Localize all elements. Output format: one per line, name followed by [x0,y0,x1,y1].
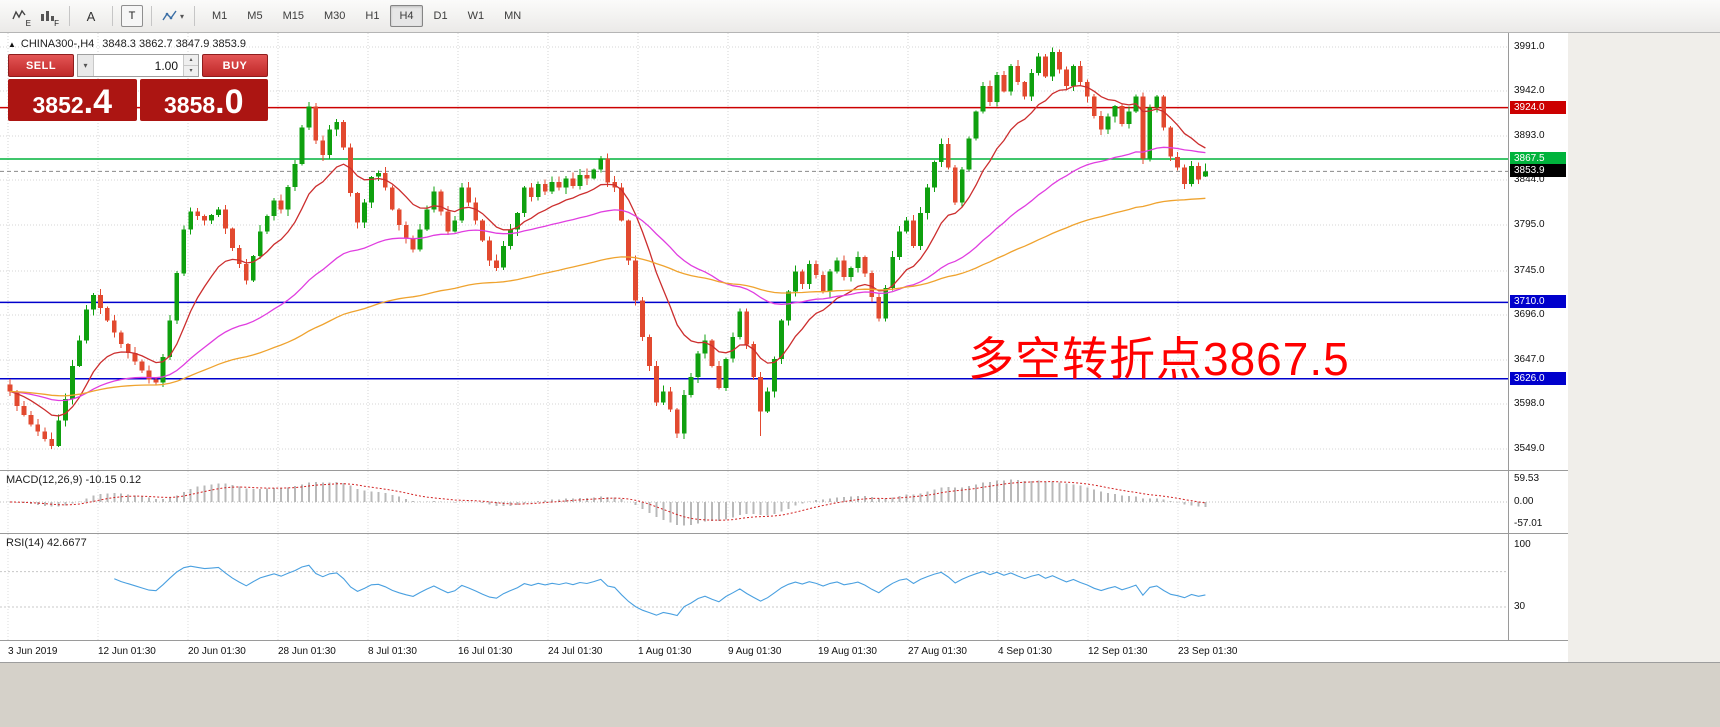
sell-price-frac: .4 [83,83,113,122]
ohlc-values: 3848.3 3862.7 3847.9 3853.9 [102,38,247,50]
y-axis-label: 3647.0 [1514,353,1545,365]
panel-separator[interactable] [0,470,1568,471]
one-click-trading-widget: SELL ▾ 1.00 ▴ ▾ BUY 3852.4 3858.0 [8,54,268,121]
macd-axis[interactable]: 59.53 0.00 -57.01 [1508,471,1568,533]
timeframe-m30[interactable]: M30 [323,10,346,22]
timeframe-button-group: M1 M5 M15 M30 H1 H4 D1 W1 MN [202,5,531,27]
main-chart-canvas[interactable] [0,33,1508,470]
rsi-label: RSI(14) 42.6677 [6,537,87,549]
rsi-axis-label: 100 [1514,539,1531,550]
macd-panel: MACD(12,26,9) -10.15 0.12 [0,471,1508,533]
price-tag-3924.0[interactable]: 3924.0 [1510,100,1566,114]
sell-price-display[interactable]: 3852.4 [8,79,137,121]
timeframe-d1[interactable]: D1 [433,10,448,22]
x-axis-label: 19 Aug 01:30 [818,646,877,657]
label-tool-letter: T [128,10,136,22]
toolbar-separator [194,6,195,26]
polyline-tool-icon[interactable]: ▾ [160,3,186,29]
macd-label: MACD(12,26,9) -10.15 0.12 [6,474,142,486]
y-axis-label: 3844.0 [1514,174,1545,186]
panel-separator[interactable] [0,533,1568,534]
x-axis-label: 20 Jun 01:30 [188,646,246,657]
y-axis-label: 3745.0 [1514,264,1545,276]
rsi-panel: RSI(14) 42.6677 [0,534,1508,640]
timeframe-h1[interactable]: H1 [365,10,380,22]
timeframe-mn[interactable]: MN [504,10,522,22]
rsi-canvas[interactable] [0,534,1508,640]
volume-dropdown-icon[interactable]: ▾ [78,55,94,76]
window-right-filler [1568,33,1720,662]
x-axis-label: 24 Jul 01:30 [548,646,603,657]
collapse-icon[interactable]: ▲ [8,40,16,49]
timeframe-w1[interactable]: W1 [467,10,485,22]
text-tool-letter: A [86,8,96,24]
x-axis-label: 12 Jun 01:30 [98,646,156,657]
price-tag-3853.9[interactable]: 3853.9 [1510,164,1566,178]
macd-axis-label: 0.00 [1514,496,1534,507]
y-axis-label: 3991.0 [1514,40,1545,52]
price-tag-3867.5[interactable]: 3867.5 [1510,152,1566,166]
macd-axis-label: 59.53 [1514,473,1540,485]
rsi-axis[interactable]: 100 30 [1508,534,1568,640]
text-tool-icon[interactable]: A [78,3,104,29]
rsi-axis-label: 30 [1514,601,1526,613]
time-axis[interactable]: 3 Jun 2019 12 Jun 01:30 20 Jun 01:30 28 Jun… [0,640,1568,662]
buy-price-frac: .0 [215,83,244,122]
price-axis[interactable]: 3991.0 3942.0 3893.0 3844.0 3795.0 3745.0 3696… [1508,33,1568,470]
volume-spinner[interactable]: ▴ ▾ [183,55,198,76]
x-axis-label: 12 Sep 01:30 [1088,646,1148,657]
chevron-down-icon: ▾ [179,11,184,21]
y-axis-label: 3549.0 [1514,442,1545,454]
buy-price-display[interactable]: 3858.0 [139,79,268,122]
x-axis-label: 3 Jun 2019 [8,646,58,657]
expert-advisor-icon[interactable]: E [7,3,33,29]
x-axis-label: 23 Sep 01:30 [1178,646,1238,657]
toolbar-separator [112,6,113,26]
macd-axis-label: -57.01 [1514,518,1543,529]
chart-header: ▲ CHINA300-,H4 3848.3 3862.7 3847.9 3853.9 [8,38,246,50]
volume-value[interactable]: 1.00 [154,58,178,73]
sell-price-int: 3852 [32,92,84,118]
label-tool-icon[interactable]: T [121,5,143,27]
volume-down-icon[interactable]: ▾ [184,65,198,76]
y-axis-label: 3598.0 [1514,398,1545,410]
x-axis-label: 9 Aug 01:30 [728,646,782,657]
price-tag-3710.0[interactable]: 3710.0 [1510,295,1566,309]
x-axis-label: 27 Aug 01:30 [908,646,967,657]
timeframe-m5[interactable]: M5 [247,10,263,22]
symbol-period: CHINA300-,H4 [20,38,95,50]
f-letter: F [54,19,59,28]
y-axis-label: 3795.0 [1514,219,1545,230]
timeframe-m1[interactable]: M1 [212,10,228,22]
main-chart-panel: ▲ CHINA300-,H4 3848.3 3862.7 3847.9 3853.9… [0,33,1508,470]
macd-canvas[interactable] [0,471,1508,533]
buy-price-int: 3858 [163,92,216,118]
volume-up-icon[interactable]: ▴ [184,55,198,65]
x-axis-label: 16 Jul 01:30 [458,646,513,657]
price-tag-3626.0[interactable]: 3626.0 [1510,371,1566,385]
timeframe-h4[interactable]: H4 [390,5,423,27]
chart-annotation-text: 多空转折点3867.5 [968,333,1350,385]
sell-button[interactable]: SELL [8,54,74,77]
buy-button[interactable]: BUY [202,54,268,77]
window-footer [0,662,1720,727]
y-axis-label: 3942.0 [1514,85,1545,97]
y-axis-label: 3696.0 [1514,309,1545,321]
y-axis-label: 3893.0 [1514,129,1545,141]
x-axis-label: 8 Jul 01:30 [368,646,417,657]
data-window-icon[interactable]: F [35,3,61,29]
toolbar-separator [69,6,70,26]
timeframe-m15[interactable]: M15 [282,10,304,22]
expert-letter: E [25,19,31,28]
x-axis-label: 1 Aug 01:30 [638,646,692,657]
x-axis-label: 28 Jun 01:30 [278,646,336,657]
toolbar-separator [151,6,152,26]
toolbar: E F A T ▾ M1 M5 M15 M30 H1 H4 D1 W1 MN [0,0,1720,33]
volume-control: ▾ 1.00 ▴ ▾ [77,54,199,77]
x-axis-label: 4 Sep 01:30 [998,646,1052,657]
